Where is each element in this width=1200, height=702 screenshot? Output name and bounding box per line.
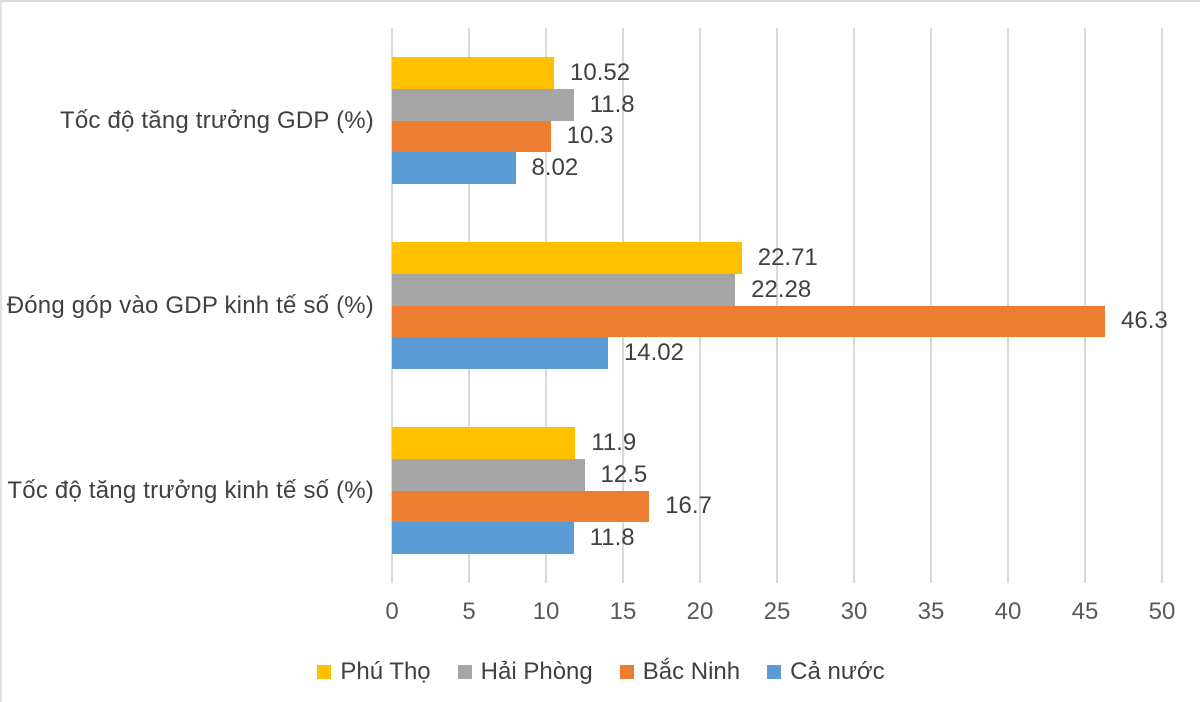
x-tick-label: 10 [532, 598, 560, 625]
category-label: Tốc độ tăng trưởng kinh tế số (%) [7, 476, 374, 504]
bar-bắc-ninh [392, 120, 551, 153]
legend-item: Phú Thọ [317, 658, 431, 686]
x-tick-label: 25 [763, 598, 791, 625]
category-label: Đóng góp vào GDP kinh tế số (%) [6, 291, 374, 319]
legend-label: Phú Thọ [340, 658, 431, 685]
bar-row: 10.52 [392, 57, 1162, 89]
legend-label: Hải Phòng [480, 658, 593, 685]
data-label: 10.52 [570, 58, 631, 86]
x-tick-label: 35 [917, 598, 945, 625]
bar-cả-nước [392, 152, 516, 184]
legend-swatch-icon [317, 665, 332, 679]
bar-row: 46.3 [392, 305, 1168, 338]
bar-row: 11.8 [392, 522, 1162, 554]
bar-row: 12.5 [392, 458, 1162, 491]
data-label: 8.02 [531, 154, 579, 182]
bar-phú-thọ [392, 427, 576, 459]
bar-cả-nước [392, 522, 574, 554]
x-tick-label: 50 [1148, 598, 1176, 625]
category-band: 22.71 22.28 46.3 14.02 [392, 213, 1168, 398]
data-label: 11.8 [589, 524, 635, 552]
data-label: 22.71 [757, 243, 818, 271]
bar-cả-nước [392, 337, 608, 369]
data-label: 46.3 [1121, 307, 1168, 335]
gridline [1161, 28, 1163, 583]
bar-hải-phòng [392, 88, 574, 121]
x-tick-label: 15 [609, 598, 637, 625]
x-tick-label: 0 [385, 598, 399, 625]
data-label: 11.8 [589, 90, 635, 118]
plot-area: 10.52 11.8 10.3 8.02 22.71 22.28 46.3 14.02 11.9… [391, 28, 1168, 583]
bar-phú-thọ [392, 242, 742, 274]
bar-row: 22.71 [392, 242, 1162, 274]
legend: Phú Thọ Hải Phòng Bắc Ninh Cả nước [2, 650, 1200, 694]
bar-row: 16.7 [392, 490, 1162, 523]
bar-phú-thọ [392, 57, 554, 89]
data-label: 22.28 [751, 275, 812, 303]
data-label: 11.9 [591, 428, 637, 456]
bar-row: 11.9 [392, 427, 1162, 459]
bar-row: 8.02 [392, 152, 1162, 184]
x-tick-label: 5 [462, 598, 476, 625]
bar-bắc-ninh [392, 490, 650, 523]
legend-swatch-icon [457, 665, 472, 679]
legend-swatch-icon [767, 665, 782, 679]
legend-label: Bắc Ninh [642, 658, 741, 685]
bar-row: 14.02 [392, 337, 1162, 369]
data-label: 12.5 [600, 460, 648, 488]
bar-hải-phòng [392, 273, 736, 306]
bar-hải-phòng [392, 458, 585, 491]
data-label: 14.02 [623, 339, 684, 367]
category-axis: Tốc độ tăng trưởng GDP (%) Đóng góp vào G… [2, 28, 374, 583]
x-tick-label: 45 [1071, 598, 1099, 625]
bar-row: 11.8 [392, 88, 1162, 121]
legend-swatch-icon [619, 665, 634, 679]
x-axis: 0 5 10 15 20 25 30 35 40 45 50 [385, 598, 1175, 628]
legend-item: Hải Phòng [457, 658, 593, 686]
bar-bắc-ninh [392, 305, 1106, 338]
legend-label: Cả nước [790, 658, 885, 685]
category-label: Tốc độ tăng trưởng GDP (%) [59, 106, 374, 134]
data-label: 10.3 [566, 122, 614, 150]
category-band: 11.9 12.5 16.7 11.8 [392, 398, 1162, 583]
legend-item: Bắc Ninh [619, 658, 741, 686]
legend-item: Cả nước [767, 658, 885, 686]
x-tick-label: 40 [994, 598, 1022, 625]
data-label: 16.7 [665, 492, 712, 520]
x-tick-label: 20 [686, 598, 714, 625]
category-band: 10.52 11.8 10.3 8.02 [392, 28, 1162, 213]
bar-row: 22.28 [392, 273, 1162, 306]
bar-row: 10.3 [392, 120, 1162, 153]
x-tick-label: 30 [840, 598, 868, 625]
